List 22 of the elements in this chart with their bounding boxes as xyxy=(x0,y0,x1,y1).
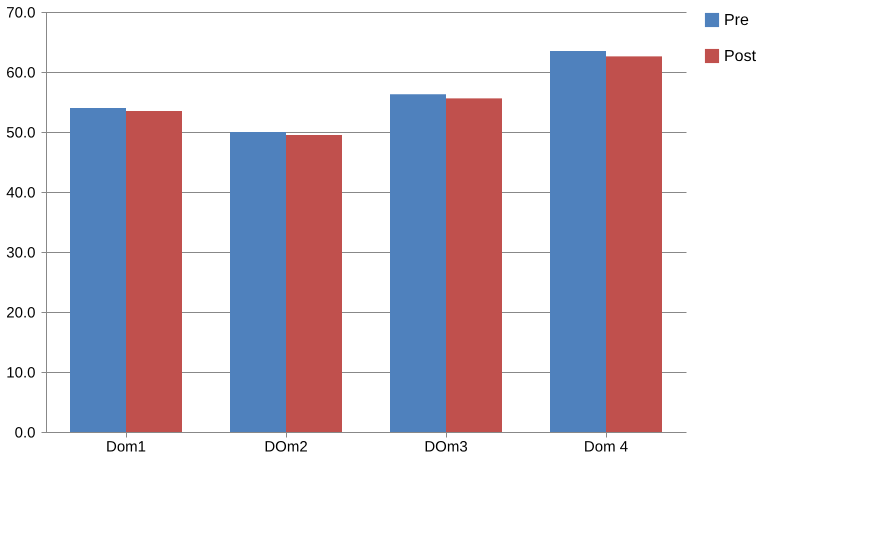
y-tick-label: 60.0 xyxy=(6,64,36,82)
legend-label: Post xyxy=(724,48,757,65)
bar xyxy=(606,56,662,432)
y-tick-label: 20.0 xyxy=(6,304,36,322)
y-tick-label: 40.0 xyxy=(6,184,36,202)
x-tick-label: DOm3 xyxy=(424,438,468,456)
y-tick-label: 50.0 xyxy=(6,124,36,142)
y-tick-label: 10.0 xyxy=(6,364,36,382)
y-tick-label: 70.0 xyxy=(6,4,36,22)
legend-label: Pre xyxy=(724,12,749,29)
bar xyxy=(70,108,126,432)
y-tick-label: 30.0 xyxy=(6,244,36,262)
bar xyxy=(390,94,446,432)
bar xyxy=(550,51,606,432)
x-tick-label: Dom1 xyxy=(106,438,146,456)
bar xyxy=(230,132,286,432)
bar xyxy=(446,98,502,432)
bar xyxy=(126,111,182,432)
x-tick-label: DOm2 xyxy=(264,438,308,456)
bar xyxy=(286,135,342,432)
y-tick-label: 0.0 xyxy=(14,424,36,442)
x-tick-label: Dom 4 xyxy=(584,438,628,456)
